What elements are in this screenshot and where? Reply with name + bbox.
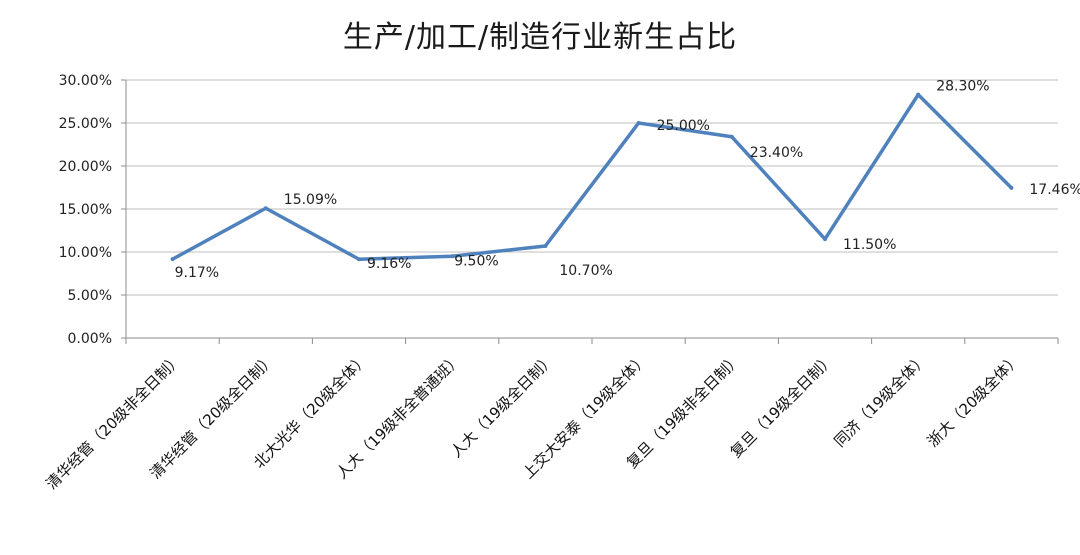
y-tick-label: 25.00% [59,116,112,132]
data-label: 23.40% [750,145,803,161]
data-point [263,206,268,211]
chart-title: 生产/加工/制造行业新生占比 [342,20,738,55]
y-tick-label: 20.00% [59,159,112,175]
data-point [636,121,641,125]
x-category-label: 同济（19级全体） [831,350,931,450]
data-point [357,257,361,262]
data-label: 11.50% [843,237,896,253]
data-label: 28.30% [936,79,989,95]
y-tick-label: 10.00% [59,245,112,261]
data-label: 17.46% [1029,182,1080,198]
y-tick-label: 30.00% [59,73,112,89]
data-label: 25.00% [657,118,710,134]
y-tick-label: 15.00% [59,202,112,218]
data-label: 15.09% [284,192,337,208]
data-label: 9.50% [454,253,498,269]
data-point [1009,185,1014,190]
y-tick-label: 0.00% [68,331,112,347]
x-category-label: 人大（19级全日制） [447,350,558,461]
data-label: 9.17% [175,265,219,281]
data-point [823,237,827,242]
y-tick-label: 5.00% [68,288,112,304]
data-label: 9.16% [367,256,411,272]
data-point [543,243,548,248]
x-category-label: 复旦（19级全日制） [727,350,838,461]
data-point [729,134,734,139]
x-category-label: 浙大（20级全体） [924,350,1024,450]
data-point [170,257,175,262]
data-point [450,254,455,259]
data-point [916,92,921,97]
series-line [171,92,1013,261]
data-label: 10.70% [559,263,612,279]
